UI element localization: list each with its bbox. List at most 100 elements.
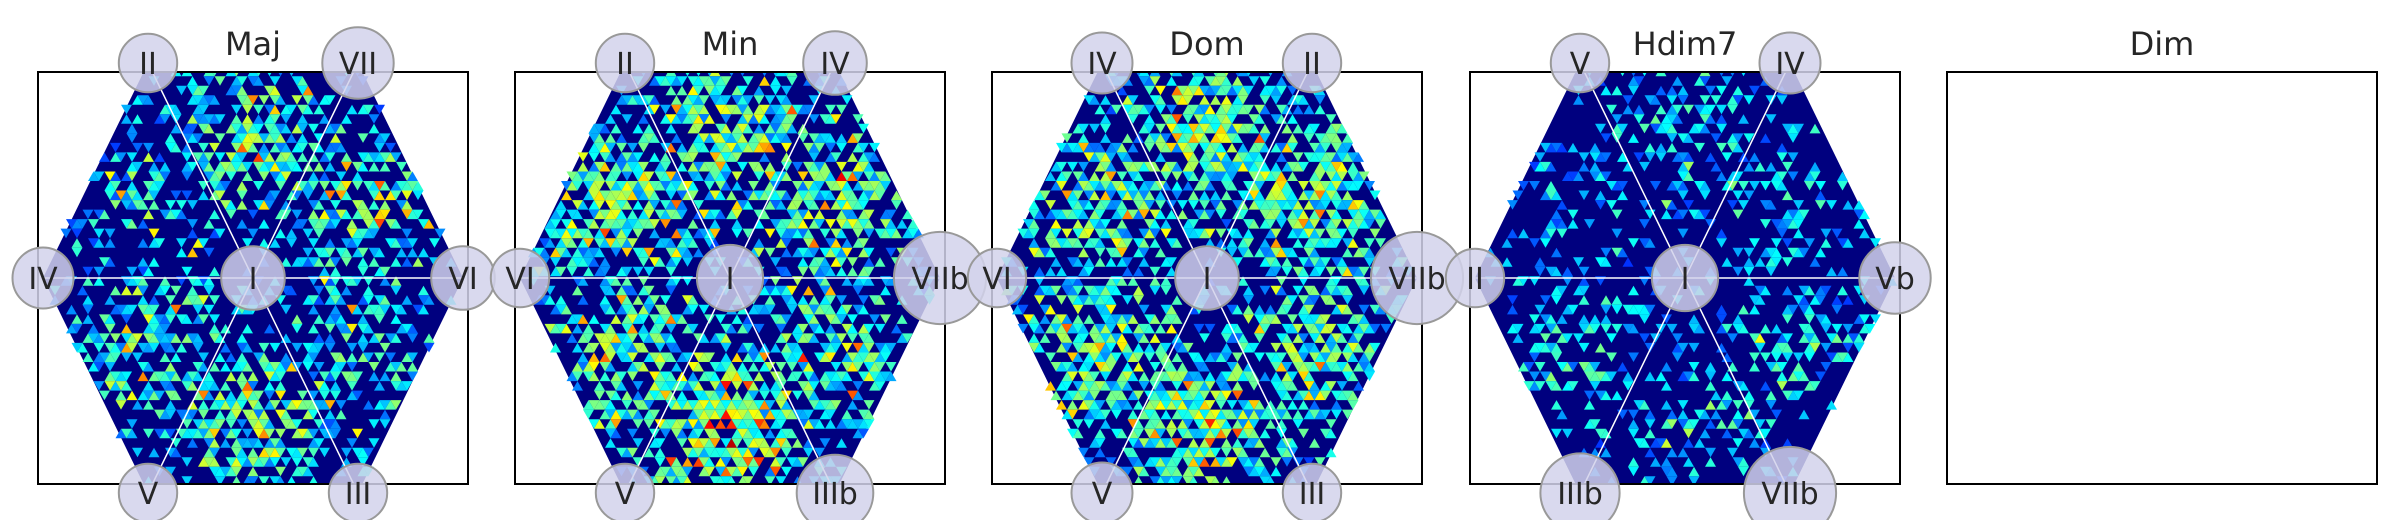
heatmap-cell: [1342, 352, 1353, 362]
heatmap-cell: [1072, 342, 1084, 353]
heatmap-cell: [1221, 95, 1232, 105]
heatmap-cell: [660, 200, 671, 210]
heatmap-cell: [1254, 323, 1265, 334]
heatmap-cell: [616, 190, 627, 201]
heatmap-cell: [726, 447, 737, 458]
heatmap-cell: [720, 76, 732, 86]
heatmap-cell: [1072, 171, 1084, 181]
heatmap-cell: [302, 342, 314, 353]
heatmap-cell: [1127, 438, 1139, 448]
heatmap-cell: [1540, 228, 1551, 239]
heatmap-cell: [770, 466, 781, 477]
heatmap-cell: [165, 362, 176, 372]
heatmap-cell: [577, 333, 589, 343]
heatmap-cell: [1276, 285, 1287, 296]
heatmap-cell: [181, 190, 193, 201]
heatmap-cell: [720, 371, 732, 382]
heatmap-cell: [803, 209, 814, 220]
heatmap-cell: [1611, 323, 1623, 334]
heatmap-cell: [1281, 181, 1293, 191]
heatmap-cell: [555, 266, 567, 277]
heatmap-cell: [610, 276, 622, 286]
heatmap-cell: [1309, 181, 1320, 191]
heatmap-cell: [638, 362, 649, 372]
heatmap-cell: [693, 409, 704, 420]
heatmap-cell: [1314, 181, 1326, 191]
heatmap-cell: [572, 285, 583, 296]
heatmap-cell: [720, 457, 732, 467]
heatmap-cell: [1661, 314, 1672, 324]
heatmap-cell: [698, 133, 710, 143]
heatmap-cell: [1127, 447, 1139, 458]
heatmap-cell: [1694, 409, 1705, 420]
heatmap-cell: [1067, 400, 1078, 410]
heatmap-cell: [830, 152, 842, 162]
heatmap-cell: [1155, 352, 1166, 362]
heatmap-cell: [1221, 371, 1232, 382]
heatmap-cell: [1105, 390, 1117, 401]
heatmap-cell: [731, 181, 743, 191]
heatmap-cell: [1314, 95, 1326, 105]
heatmap-cell: [814, 304, 825, 315]
heatmap-cell: [231, 104, 242, 115]
heatmap-cell: [1270, 266, 1282, 277]
heatmap-cell: [324, 419, 336, 429]
heatmap-cell: [1149, 238, 1161, 248]
heatmap-cell: [715, 152, 726, 162]
heatmap-cell: [665, 419, 677, 429]
heatmap-cell: [1226, 123, 1238, 134]
heatmap-cell: [1595, 257, 1606, 267]
heatmap-cell: [363, 352, 374, 362]
heatmap-cell: [1067, 295, 1078, 305]
heatmap-cell: [1199, 362, 1210, 372]
heatmap-cell: [1149, 457, 1161, 467]
heatmap-cell: [1732, 457, 1744, 467]
heatmap-cell: [302, 428, 314, 439]
heatmap-cell: [660, 419, 671, 429]
heatmap-cell: [203, 219, 215, 229]
heatmap-cell: [1259, 104, 1271, 115]
heatmap-cell: [742, 114, 754, 124]
heatmap-cell: [1749, 352, 1760, 362]
heatmap-cell: [814, 419, 825, 429]
heatmap-cell: [1276, 400, 1287, 410]
heatmap-cell: [808, 142, 820, 153]
heatmap-cell: [627, 190, 638, 201]
heatmap-cell: [1188, 190, 1199, 201]
heatmap-cell: [324, 219, 336, 229]
heatmap-cell: [836, 209, 847, 220]
heatmap-cell: [715, 76, 726, 86]
heatmap-cell: [742, 200, 754, 210]
heatmap-cell: [264, 428, 275, 439]
heatmap-cell: [1210, 419, 1221, 429]
heatmap-cell: [1815, 371, 1826, 382]
heatmap-cell: [819, 200, 831, 210]
heatmap-cell: [1694, 123, 1705, 134]
heatmap-cell: [1226, 114, 1238, 124]
heatmap-cell: [330, 219, 341, 229]
heatmap-cell: [203, 123, 215, 134]
heatmap-cell: [1672, 76, 1683, 86]
heatmap-cell: [1199, 400, 1210, 410]
heatmap-cell: [407, 238, 418, 248]
heatmap-cell: [1694, 181, 1705, 191]
heatmap-cell: [1259, 409, 1271, 420]
heatmap-cell: [748, 428, 759, 439]
heatmap-cell: [126, 304, 138, 315]
heatmap-cell: [1210, 123, 1221, 134]
heatmap-cell: [352, 247, 363, 258]
heatmap-cell: [1677, 171, 1689, 181]
heatmap-cell: [269, 362, 281, 372]
heatmap-cell: [1182, 457, 1194, 467]
heatmap-cell: [1661, 209, 1672, 220]
heatmap-cell: [599, 266, 611, 277]
heatmap-cell: [1551, 381, 1562, 391]
heatmap-cell: [1776, 362, 1788, 372]
heatmap-cell: [1248, 171, 1260, 181]
heatmap-cell: [1072, 190, 1084, 201]
heatmap-cell: [665, 123, 677, 134]
heatmap-cell: [269, 371, 281, 382]
heatmap-cell: [1078, 266, 1089, 277]
heatmap-cell: [1155, 342, 1166, 353]
heatmap-cell: [753, 190, 765, 201]
